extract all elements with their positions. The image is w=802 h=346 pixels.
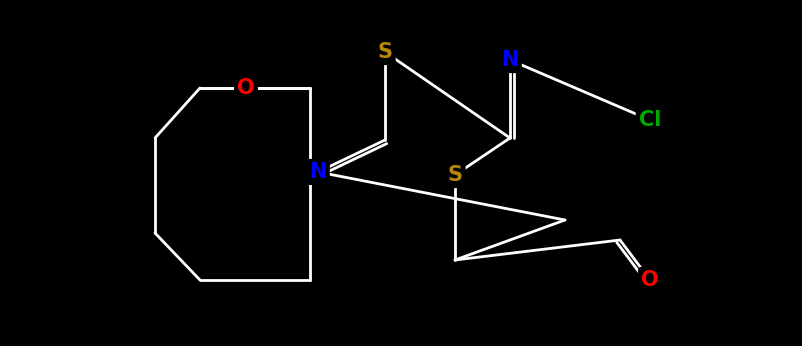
Text: S: S bbox=[378, 42, 392, 62]
Text: N: N bbox=[501, 50, 519, 70]
Text: O: O bbox=[237, 78, 255, 98]
Text: Cl: Cl bbox=[639, 110, 661, 130]
Text: N: N bbox=[310, 162, 326, 182]
Text: O: O bbox=[641, 270, 658, 290]
Text: S: S bbox=[448, 165, 463, 185]
